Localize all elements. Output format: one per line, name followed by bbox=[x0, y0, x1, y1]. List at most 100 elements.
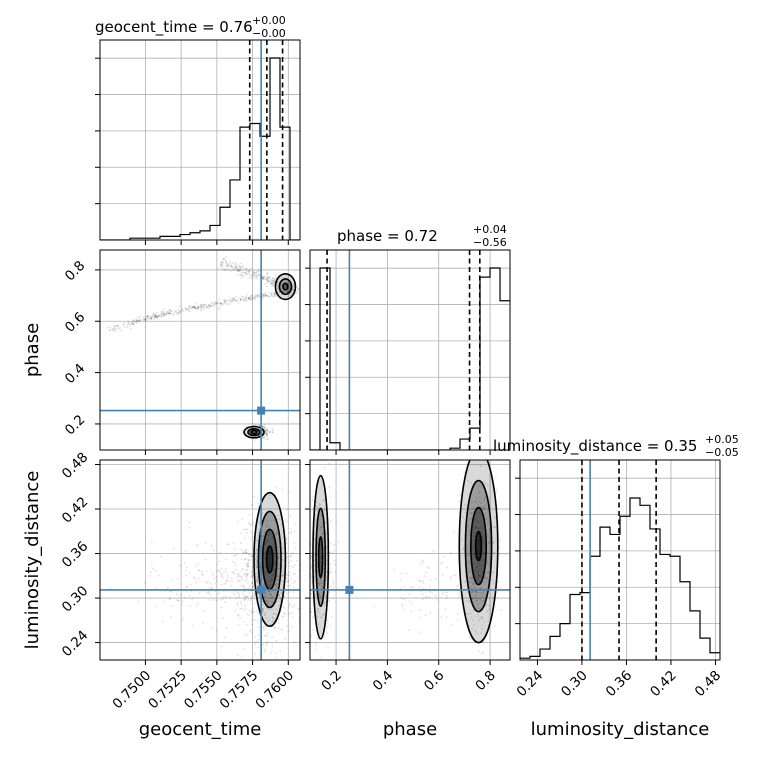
sample-point bbox=[248, 297, 251, 300]
sample-point bbox=[247, 521, 250, 524]
sample-point bbox=[276, 575, 279, 577]
sample-point bbox=[163, 314, 166, 317]
sample-point bbox=[494, 537, 497, 540]
sample-point bbox=[277, 285, 279, 288]
sample-point bbox=[303, 618, 305, 620]
sample-point bbox=[265, 594, 268, 596]
sample-point bbox=[275, 613, 278, 616]
sample-point bbox=[470, 576, 473, 579]
sample-point bbox=[317, 506, 319, 509]
sample-point bbox=[264, 428, 267, 431]
sample-point bbox=[478, 574, 481, 576]
sample-point bbox=[276, 532, 279, 535]
sample-point bbox=[217, 592, 220, 595]
sample-point bbox=[206, 570, 208, 573]
sample-point bbox=[250, 538, 253, 541]
sample-point bbox=[185, 566, 188, 569]
sample-point bbox=[452, 574, 455, 577]
sample-point bbox=[244, 597, 247, 600]
sample-point bbox=[321, 522, 324, 525]
sample-point bbox=[284, 285, 287, 287]
sample-point bbox=[267, 605, 270, 607]
sample-point bbox=[264, 525, 267, 528]
sample-point bbox=[267, 601, 269, 604]
sample-point bbox=[219, 571, 221, 574]
sample-point bbox=[236, 269, 239, 272]
sample-point bbox=[157, 314, 160, 317]
sample-point bbox=[237, 297, 240, 300]
sample-point bbox=[426, 566, 429, 569]
sample-point bbox=[308, 548, 310, 550]
sample-point bbox=[177, 308, 180, 311]
sample-point bbox=[171, 579, 174, 581]
sample-point bbox=[240, 558, 243, 561]
sample-point bbox=[485, 576, 488, 579]
sample-point bbox=[319, 522, 322, 525]
sample-point bbox=[492, 582, 495, 585]
sample-point bbox=[483, 553, 486, 556]
sample-point bbox=[471, 577, 474, 580]
sample-point bbox=[480, 465, 483, 467]
sample-point bbox=[258, 594, 261, 597]
sample-point bbox=[486, 551, 489, 554]
sample-point bbox=[266, 634, 269, 637]
sample-point bbox=[240, 298, 243, 301]
sample-point bbox=[261, 426, 264, 428]
sample-point bbox=[268, 280, 271, 283]
sample-point bbox=[293, 542, 296, 545]
sample-point bbox=[236, 273, 239, 276]
sample-point bbox=[287, 613, 290, 616]
sample-point bbox=[227, 579, 230, 582]
sample-point bbox=[331, 616, 333, 618]
sample-point bbox=[266, 281, 269, 284]
sample-point bbox=[223, 258, 225, 261]
sample-point bbox=[239, 297, 242, 300]
sample-point bbox=[208, 599, 211, 601]
sample-point bbox=[254, 272, 256, 274]
sample-point bbox=[328, 462, 331, 465]
sample-point bbox=[281, 615, 284, 618]
sample-point bbox=[475, 590, 477, 593]
sample-point bbox=[223, 258, 225, 261]
sample-point bbox=[275, 295, 278, 298]
sample-point bbox=[242, 551, 245, 554]
sample-point bbox=[221, 598, 224, 600]
sample-point bbox=[168, 597, 171, 599]
sample-point bbox=[153, 316, 156, 319]
sample-point bbox=[314, 594, 317, 597]
sample-point bbox=[230, 577, 233, 580]
sample-point bbox=[246, 267, 249, 270]
sample-point bbox=[276, 575, 279, 578]
sample-point bbox=[476, 520, 479, 523]
title-geocent-time: geocent_time = 0.76 +0.00 −0.00 bbox=[95, 14, 286, 40]
sample-point bbox=[277, 579, 280, 582]
sample-point bbox=[498, 538, 501, 541]
sample-point bbox=[245, 595, 248, 598]
sample-point bbox=[213, 304, 216, 306]
sample-point bbox=[215, 576, 218, 579]
sample-point bbox=[250, 618, 253, 621]
sample-point bbox=[272, 277, 275, 279]
sample-point bbox=[264, 282, 267, 285]
sample-point bbox=[238, 268, 241, 271]
sample-point bbox=[478, 496, 481, 498]
sample-point bbox=[240, 576, 242, 578]
sample-point bbox=[323, 556, 325, 559]
sample-point bbox=[220, 264, 222, 266]
sample-point bbox=[220, 261, 223, 264]
sample-point bbox=[257, 646, 260, 648]
sample-point bbox=[258, 269, 260, 272]
sample-point bbox=[234, 269, 237, 272]
sample-point bbox=[227, 269, 230, 271]
sample-point bbox=[234, 299, 237, 302]
sample-point bbox=[167, 586, 169, 589]
sample-point bbox=[478, 511, 481, 514]
sample-point bbox=[324, 601, 326, 604]
sample-point bbox=[185, 308, 188, 311]
sample-point bbox=[311, 576, 313, 579]
sample-point bbox=[251, 571, 254, 573]
sample-point bbox=[221, 264, 224, 266]
sample-point bbox=[277, 595, 280, 597]
sample-point bbox=[247, 297, 250, 300]
sample-point bbox=[261, 607, 264, 610]
